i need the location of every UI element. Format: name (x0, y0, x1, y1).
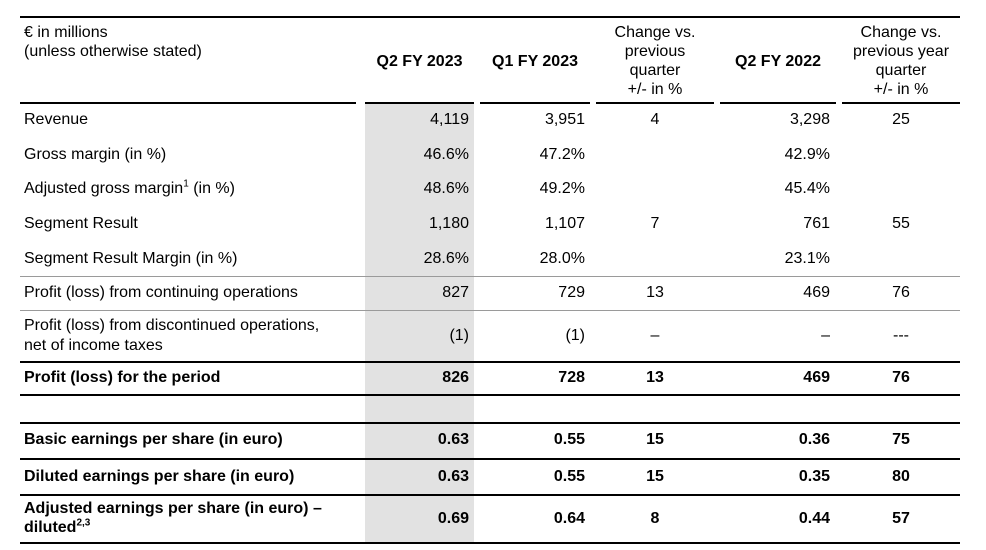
value-adj-eps-change-year: 57 (892, 510, 910, 527)
value-adj-eps-q2-fy2023: 0.69 (437, 510, 469, 527)
row-label-profit-discontinued-1: Profit (loss) from discontinued operatio… (24, 317, 320, 334)
value-revenue-change-year: 25 (892, 111, 910, 128)
value-segment-result-q2-fy2023: 1,180 (428, 215, 469, 232)
value-adj-gross-margin-q2-fy2023: 48.6% (423, 180, 469, 197)
value-revenue-q1-fy2023: 3,951 (544, 111, 585, 128)
row-label-profit-for-period: Profit (loss) for the period (24, 369, 221, 386)
value-gross-margin-q2-fy2022: 42.9% (784, 146, 830, 163)
value-continuing-q2-fy2022: 469 (803, 284, 830, 301)
header-rule-a (20, 102, 356, 104)
row-label-segment-result: Segment Result (24, 215, 138, 232)
value-discontinued-q2-fy2022: – (821, 327, 830, 344)
value-basic-eps-q2-fy2023: 0.63 (437, 431, 469, 448)
row-label-profit-discontinued-2: net of income taxes (24, 337, 163, 354)
current-quarter-column-shading (365, 104, 474, 542)
row-label-segment-result-margin: Segment Result Margin (in %) (24, 250, 238, 267)
header-rule-c (480, 102, 590, 104)
row-label-adjusted-gross-margin: Adjusted gross margin1 (in %) (24, 178, 235, 197)
value-period-change-year: 76 (892, 369, 910, 386)
col-header-change-year-3: quarter (875, 62, 927, 79)
header-rule-f (842, 102, 960, 104)
value-continuing-change-year: 76 (892, 284, 910, 301)
value-diluted-eps-q2-fy2022: 0.35 (798, 468, 830, 485)
value-discontinued-q2-fy2023: (1) (449, 327, 469, 344)
value-discontinued-change-year: --- (893, 327, 909, 344)
value-diluted-eps-q1-fy2023: 0.55 (553, 468, 585, 485)
value-revenue-change-quarter: 4 (650, 111, 660, 128)
value-basic-eps-q2-fy2022: 0.36 (798, 431, 830, 448)
col-header-change-year-4: +/- in % (873, 81, 929, 98)
row-label-adjusted-eps-1: Adjusted earnings per share (in euro) – (24, 500, 322, 517)
col-header-change-quarter-3: quarter (629, 62, 681, 79)
value-adj-gross-margin-q1-fy2023: 49.2% (539, 180, 585, 197)
value-srm-q1-fy2023: 28.0% (539, 250, 585, 267)
row-label-diluted-eps: Diluted earnings per share (in euro) (24, 468, 295, 485)
rule-after-margins (20, 276, 960, 277)
header-rule-e (720, 102, 836, 104)
header-rule-b (365, 102, 474, 104)
rule-after-basic-eps (20, 458, 960, 460)
value-revenue-q2-fy2023: 4,119 (430, 111, 469, 128)
value-period-q2-fy2022: 469 (803, 369, 830, 386)
row-label-basic-eps: Basic earnings per share (in euro) (24, 431, 283, 448)
value-period-change-quarter: 13 (646, 369, 664, 386)
top-rule (20, 16, 960, 18)
row-label-profit-continuing: Profit (loss) from continuing operations (24, 284, 298, 301)
value-adj-gross-margin-q2-fy2022: 45.4% (784, 180, 830, 197)
row-label-revenue: Revenue (24, 111, 89, 128)
rule-after-continuing (20, 310, 960, 311)
unit-label-line1: € in millions (24, 24, 108, 41)
footnote-marker: 1 (183, 178, 189, 190)
rule-before-period (20, 361, 960, 363)
col-header-change-quarter-2: previous (624, 43, 686, 60)
rule-after-period (20, 394, 960, 396)
col-header-q2-fy2022: Q2 FY 2022 (735, 53, 821, 70)
rule-after-diluted-eps (20, 494, 960, 496)
value-discontinued-change-quarter: – (650, 327, 660, 344)
row-label-gross-margin: Gross margin (in %) (24, 146, 167, 163)
value-segment-result-change-quarter: 7 (650, 215, 660, 232)
header-rule-d (596, 102, 714, 104)
value-continuing-q2-fy2023: 827 (442, 284, 469, 301)
value-basic-eps-q1-fy2023: 0.55 (553, 431, 585, 448)
value-basic-eps-change-quarter: 15 (646, 431, 664, 448)
col-header-q1-fy2023: Q1 FY 2023 (492, 53, 578, 70)
value-period-q2-fy2023: 826 (442, 369, 469, 386)
value-diluted-eps-change-quarter: 15 (646, 468, 664, 485)
value-srm-q2-fy2022: 23.1% (784, 250, 830, 267)
value-diluted-eps-q2-fy2023: 0.63 (437, 468, 469, 485)
value-gross-margin-q2-fy2023: 46.6% (423, 146, 469, 163)
col-header-change-year-1: Change vs. (860, 24, 942, 41)
value-continuing-q1-fy2023: 729 (558, 284, 585, 301)
value-continuing-change-quarter: 13 (646, 284, 664, 301)
value-diluted-eps-change-year: 80 (892, 468, 910, 485)
value-revenue-q2-fy2022: 3,298 (789, 111, 830, 128)
value-srm-q2-fy2023: 28.6% (423, 250, 469, 267)
unit-label-line2: (unless otherwise stated) (24, 43, 202, 60)
col-header-q2-fy2023: Q2 FY 2023 (376, 53, 463, 70)
row-label-adjusted-eps-2: diluted2,3 (24, 517, 91, 536)
value-segment-result-q2-fy2022: 761 (803, 215, 830, 232)
value-adj-eps-change-quarter: 8 (650, 510, 660, 527)
value-adj-eps-q1-fy2023: 0.64 (553, 510, 585, 527)
bottom-rule (20, 542, 960, 544)
rule-before-eps (20, 422, 960, 424)
col-header-change-quarter-4: +/- in % (627, 81, 683, 98)
value-period-q1-fy2023: 728 (558, 369, 585, 386)
value-basic-eps-change-year: 75 (892, 431, 910, 448)
value-segment-result-change-year: 55 (892, 215, 910, 232)
value-segment-result-q1-fy2023: 1,107 (544, 215, 585, 232)
value-discontinued-q1-fy2023: (1) (565, 327, 585, 344)
footnote-marker: 2,3 (76, 517, 91, 529)
col-header-change-year-2: previous year (852, 43, 950, 60)
col-header-change-quarter-1: Change vs. (614, 24, 696, 41)
value-adj-eps-q2-fy2022: 0.44 (798, 510, 830, 527)
value-gross-margin-q1-fy2023: 47.2% (539, 146, 585, 163)
